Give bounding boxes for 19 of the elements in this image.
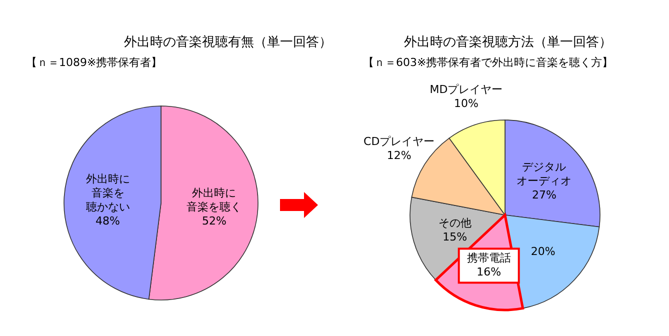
- chart-subtitle: 【ｎ＝603※携帯保有者で外出時に音楽を聴く方】: [363, 56, 614, 69]
- data-label: 10%: [454, 96, 478, 110]
- data-label: 27%: [532, 188, 556, 202]
- data-label: 12%: [386, 148, 412, 162]
- slice-label: デジタルオーディオ: [516, 160, 572, 188]
- slice-label: MDプレイヤー: [430, 82, 503, 96]
- data-label: 15%: [442, 230, 468, 244]
- slice-label: 外出時に音楽を聴く: [186, 186, 242, 214]
- chart-subtitle: 【ｎ＝1089※携帯保有者】: [26, 56, 162, 69]
- slice-label: 携帯電話: [466, 252, 511, 265]
- data-label: 20%: [530, 244, 556, 258]
- data-label: 16%: [476, 266, 502, 279]
- data-label: 48%: [96, 214, 120, 228]
- slice-label: CDプレイヤー: [364, 134, 435, 148]
- chart-title: 外出時の音楽視聴方法（単一回答）: [404, 34, 612, 50]
- data-label: 52%: [202, 214, 226, 228]
- chart-title: 外出時の音楽視聴有無（単一回答）: [124, 35, 332, 50]
- slice-label: その他: [438, 216, 472, 230]
- slice-label: 外出時に音楽を聴かない: [86, 172, 130, 214]
